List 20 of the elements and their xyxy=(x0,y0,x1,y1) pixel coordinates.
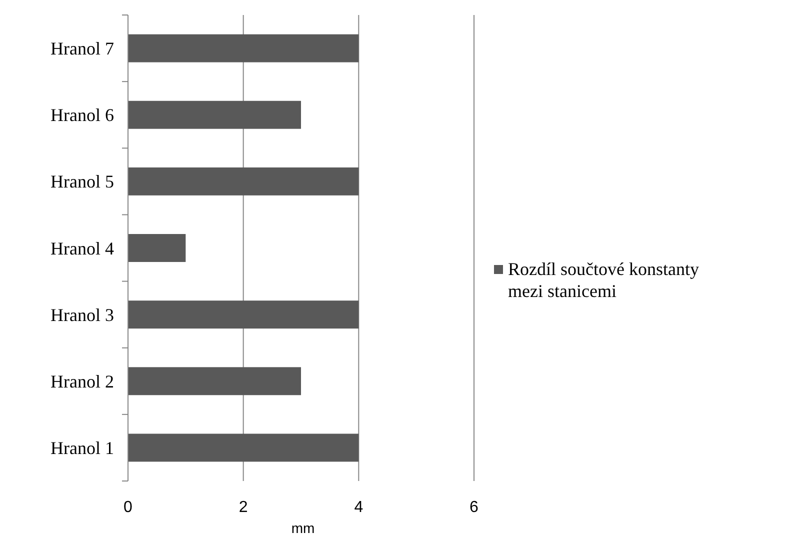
x-axis-title: mm xyxy=(291,520,315,536)
x-tick-label: 2 xyxy=(238,499,248,516)
y-tick-label: Hranol 6 xyxy=(50,105,114,126)
bar xyxy=(128,100,301,129)
y-tick-label: Hranol 3 xyxy=(50,304,114,325)
bar xyxy=(128,167,359,196)
bar xyxy=(128,34,359,62)
x-tick-label: 0 xyxy=(124,499,133,516)
x-tick-label: 4 xyxy=(354,499,364,516)
legend-label: Rozdíl součtové konstanty mezi stanicemi xyxy=(508,259,699,301)
y-tick-label: Hranol 1 xyxy=(50,438,114,458)
bar xyxy=(128,367,301,396)
x-tick-label: 6 xyxy=(470,499,479,516)
y-tick-label: Hranol 2 xyxy=(50,371,114,392)
y-tick-label: Hranol 5 xyxy=(50,172,114,192)
y-tick-label: Hranol 7 xyxy=(50,38,114,59)
bar xyxy=(128,300,359,329)
bar xyxy=(128,434,359,462)
y-tick-label: Hranol 4 xyxy=(50,238,114,258)
bar xyxy=(128,234,186,262)
